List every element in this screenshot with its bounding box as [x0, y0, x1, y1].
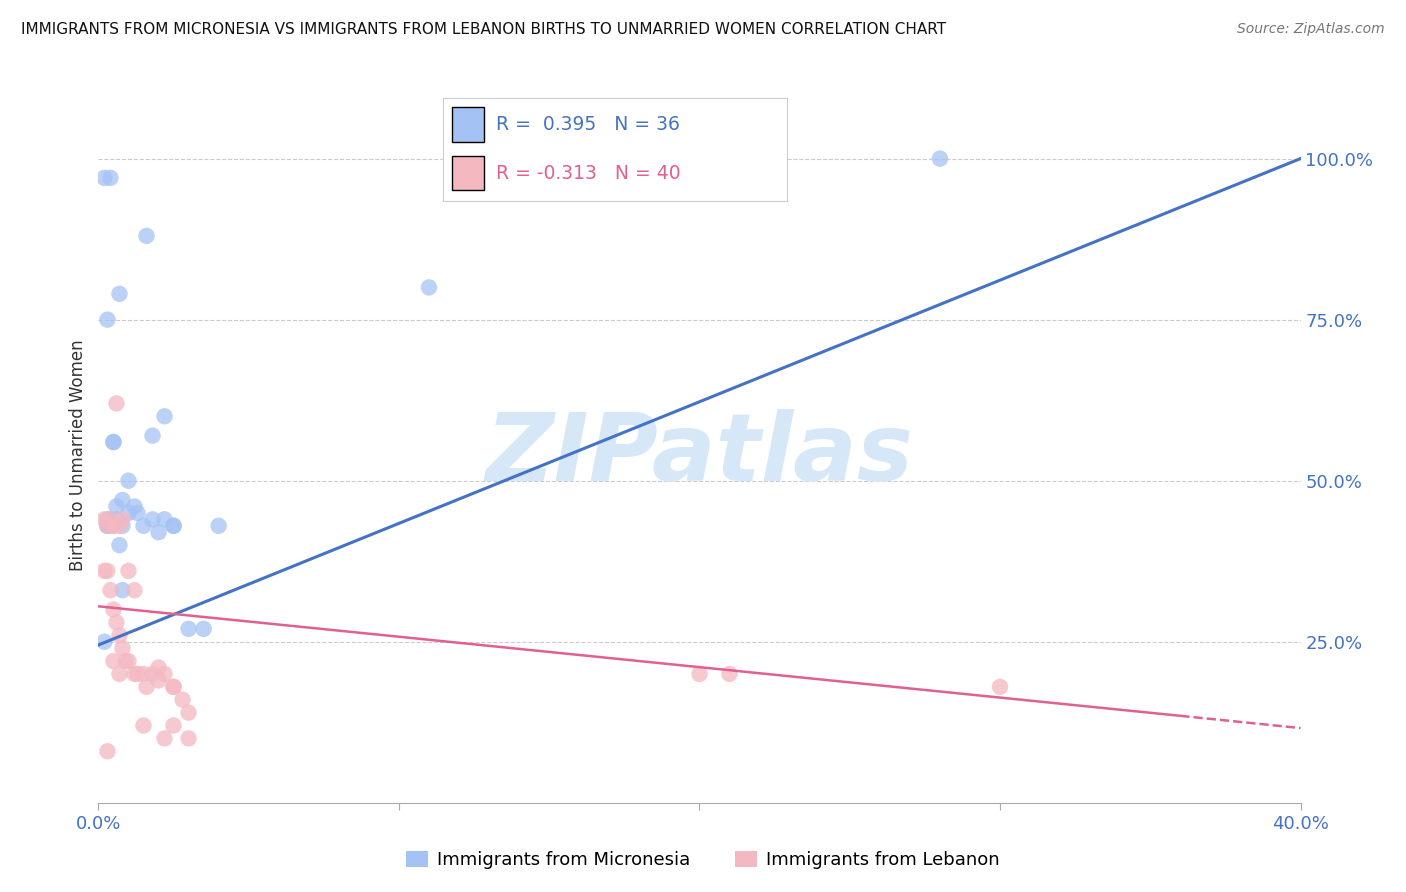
Text: IMMIGRANTS FROM MICRONESIA VS IMMIGRANTS FROM LEBANON BIRTHS TO UNMARRIED WOMEN : IMMIGRANTS FROM MICRONESIA VS IMMIGRANTS…: [21, 22, 946, 37]
Point: [96, 518, 118, 533]
Point: [141, 512, 163, 526]
Point: [418, 280, 440, 294]
Point: [148, 525, 170, 540]
Point: [148, 660, 170, 674]
Y-axis label: Births to Unmarried Women: Births to Unmarried Women: [69, 339, 87, 571]
Point: [162, 718, 184, 732]
FancyBboxPatch shape: [451, 155, 484, 190]
Point: [141, 667, 163, 681]
Point: [93, 564, 115, 578]
Point: [162, 680, 184, 694]
Point: [96, 518, 118, 533]
Point: [103, 518, 125, 533]
Point: [96, 518, 118, 533]
Point: [689, 667, 711, 681]
Point: [108, 286, 131, 301]
Point: [141, 428, 163, 442]
Point: [105, 512, 128, 526]
Point: [177, 731, 200, 746]
Point: [162, 680, 184, 694]
Point: [105, 500, 128, 514]
Point: [108, 628, 131, 642]
Point: [208, 518, 231, 533]
Text: ZIPatlas: ZIPatlas: [485, 409, 914, 501]
Point: [96, 512, 118, 526]
Point: [124, 500, 146, 514]
Point: [177, 622, 200, 636]
Text: R =  0.395   N = 36: R = 0.395 N = 36: [496, 115, 681, 135]
Point: [929, 152, 952, 166]
Point: [132, 518, 155, 533]
Point: [135, 680, 157, 694]
Point: [153, 512, 176, 526]
Point: [108, 538, 131, 552]
Point: [96, 744, 118, 758]
Point: [172, 692, 194, 706]
Point: [132, 718, 155, 732]
Point: [100, 170, 122, 185]
Point: [153, 409, 176, 424]
Point: [103, 435, 125, 450]
FancyBboxPatch shape: [451, 107, 484, 142]
Point: [153, 667, 176, 681]
Point: [127, 667, 149, 681]
Point: [193, 622, 215, 636]
Point: [103, 518, 125, 533]
Point: [93, 170, 115, 185]
Point: [103, 654, 125, 668]
Point: [103, 435, 125, 450]
Point: [124, 583, 146, 598]
Point: [108, 518, 131, 533]
Point: [100, 583, 122, 598]
Legend: Immigrants from Micronesia, Immigrants from Lebanon: Immigrants from Micronesia, Immigrants f…: [398, 842, 1008, 879]
Point: [988, 680, 1011, 694]
Point: [93, 634, 115, 648]
Point: [132, 667, 155, 681]
Point: [111, 641, 134, 656]
Point: [105, 615, 128, 630]
Point: [117, 474, 139, 488]
Point: [96, 312, 118, 326]
Point: [177, 706, 200, 720]
Point: [105, 396, 128, 410]
Point: [103, 602, 125, 616]
Point: [111, 518, 134, 533]
Point: [162, 518, 184, 533]
Point: [111, 493, 134, 508]
Point: [111, 512, 134, 526]
Point: [153, 731, 176, 746]
Point: [148, 673, 170, 688]
Point: [135, 228, 157, 243]
Point: [127, 506, 149, 520]
Point: [100, 512, 122, 526]
Point: [114, 654, 136, 668]
Text: R = -0.313   N = 40: R = -0.313 N = 40: [496, 163, 681, 183]
Point: [117, 506, 139, 520]
Point: [124, 667, 146, 681]
Point: [117, 654, 139, 668]
Point: [111, 583, 134, 598]
Point: [96, 564, 118, 578]
Point: [100, 512, 122, 526]
Point: [718, 667, 741, 681]
Text: Source: ZipAtlas.com: Source: ZipAtlas.com: [1237, 22, 1385, 37]
Point: [117, 564, 139, 578]
Point: [162, 518, 184, 533]
Point: [93, 512, 115, 526]
Point: [108, 667, 131, 681]
